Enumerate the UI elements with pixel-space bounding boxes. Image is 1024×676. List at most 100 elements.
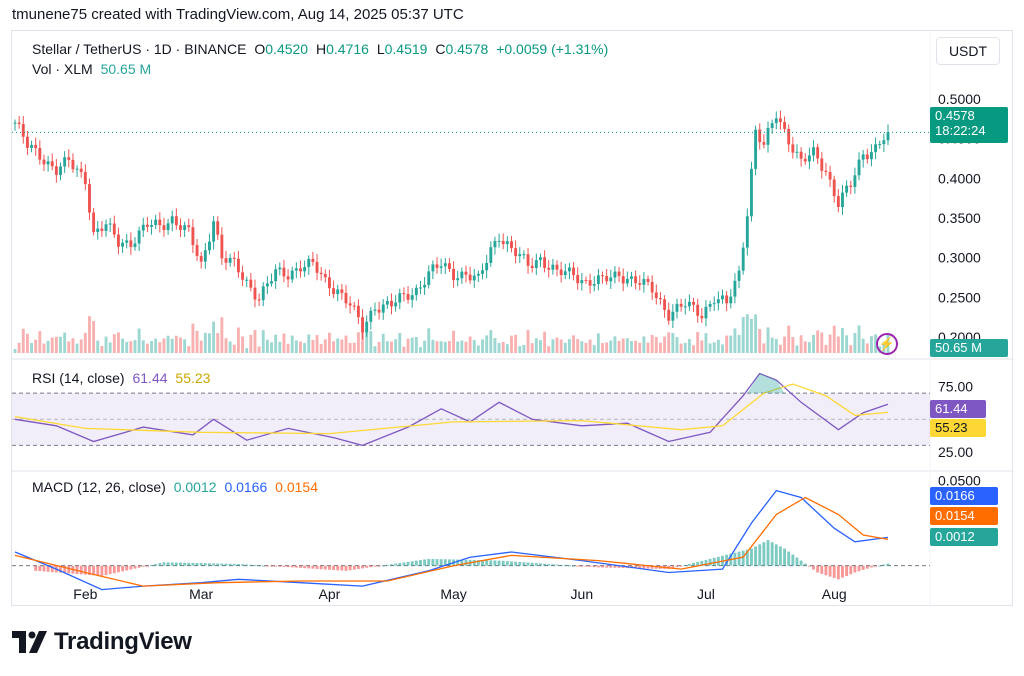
macd-line-value: 0.0166 xyxy=(224,479,268,495)
volume-bar xyxy=(518,345,522,353)
macd-histogram-bar xyxy=(443,559,447,566)
candle-body xyxy=(675,303,679,312)
candle-body xyxy=(427,271,431,285)
macd-histogram-bar xyxy=(526,562,530,566)
volume-bar xyxy=(344,335,348,353)
macd-histogram-bar xyxy=(67,565,71,574)
volume-bar xyxy=(340,339,344,353)
rsi-ma-value: 55.23 xyxy=(175,370,211,386)
macd-histogram-bar xyxy=(311,565,315,569)
volume-bar xyxy=(447,341,451,353)
macd-histogram-bar xyxy=(154,564,158,566)
volume-bar xyxy=(584,342,588,353)
macd-histogram-bar xyxy=(841,565,844,578)
candle-body xyxy=(489,247,493,263)
volume-bar xyxy=(261,330,265,353)
volume-bar xyxy=(489,330,493,353)
macd-histogram-bar xyxy=(679,565,683,567)
volume-bar xyxy=(241,336,245,353)
candle-body xyxy=(208,241,211,251)
macd-histogram-bar xyxy=(803,563,807,566)
volume-bar xyxy=(108,342,112,353)
rsi-label: RSI (14, close) xyxy=(32,370,125,386)
low-label: L xyxy=(376,41,385,57)
volume-bar xyxy=(390,341,393,353)
candle-body xyxy=(580,280,584,284)
candle-body xyxy=(783,122,787,129)
candle-body xyxy=(270,281,273,284)
candle-body xyxy=(100,228,104,231)
chart-caption: tmunene75 created with TradingView.com, … xyxy=(12,6,464,23)
volume-bar xyxy=(485,335,489,353)
candle-body xyxy=(361,317,364,333)
candle-body xyxy=(845,185,849,193)
candle-body xyxy=(340,289,344,293)
macd-histogram-bar xyxy=(352,565,356,570)
volume-bar xyxy=(236,327,240,353)
high-label: H xyxy=(315,41,327,57)
candle-body xyxy=(762,142,766,145)
macd-histogram-bar xyxy=(481,560,484,566)
macd-histogram-bar xyxy=(46,565,50,572)
volume-bar xyxy=(133,340,137,353)
macd-tick-label: 0.0500 xyxy=(938,472,981,488)
candle-body xyxy=(766,127,770,145)
volume-bar xyxy=(377,341,381,353)
candle-body xyxy=(708,303,712,307)
currency-button[interactable]: USDT xyxy=(936,37,1000,65)
macd-histogram-bar xyxy=(576,565,580,567)
macd-histogram-bar xyxy=(865,565,869,569)
macd-histogram-bar xyxy=(799,560,803,566)
candle-body xyxy=(431,264,435,272)
candle-body xyxy=(679,303,683,307)
macd-histogram-bar xyxy=(356,565,360,570)
candle-body xyxy=(547,267,551,270)
macd-histogram-bar xyxy=(588,565,592,567)
lightning-icon[interactable]: ⚡ xyxy=(876,333,898,355)
volume-bar xyxy=(832,325,836,353)
macd-histogram-bar xyxy=(410,561,414,566)
macd-histogram-bar xyxy=(104,565,108,576)
volume-bar xyxy=(534,338,538,353)
candle-body xyxy=(344,292,348,304)
chart-canvas[interactable]: 0.50000.45000.40000.35000.30000.25000.20… xyxy=(12,31,1014,607)
volume-bar xyxy=(766,327,770,353)
open-label: O xyxy=(254,41,266,57)
macd-histogram-bar xyxy=(522,562,526,566)
volume-bar xyxy=(539,340,542,353)
candle-body xyxy=(59,166,62,175)
macd-histogram-bar xyxy=(547,563,551,566)
tradingview-logo[interactable]: TradingView xyxy=(12,628,192,656)
time-tick-label: May xyxy=(440,586,466,602)
candle-body xyxy=(460,271,464,279)
volume-bar xyxy=(526,329,530,353)
volume-bar xyxy=(158,342,162,353)
volume-bar xyxy=(150,341,153,353)
volume-tag: 50.65 M xyxy=(930,339,1008,357)
macd-histogram-bar xyxy=(220,563,224,566)
volume-bar xyxy=(220,317,224,353)
volume-bar xyxy=(514,334,518,353)
macd-histogram-bar xyxy=(315,565,319,569)
macd-histogram-bar xyxy=(187,562,191,566)
candle-body xyxy=(886,132,890,141)
high-value: 0.4716 xyxy=(326,41,369,57)
candle-body xyxy=(737,270,741,281)
macd-histogram-bar xyxy=(232,563,236,566)
candle-body xyxy=(493,240,497,248)
macd-histogram-bar xyxy=(882,564,886,566)
candle-body xyxy=(365,321,369,333)
volume-bar xyxy=(216,333,220,353)
macd-histogram-bar xyxy=(596,565,600,568)
candle-body xyxy=(683,306,687,308)
volume-bar xyxy=(30,342,33,353)
volume-bar xyxy=(170,338,174,353)
volume-bar xyxy=(460,340,464,353)
volume-bar xyxy=(870,336,873,353)
candle-body xyxy=(83,172,87,185)
candle-body xyxy=(456,278,460,281)
chart-frame[interactable]: 0.50000.45000.40000.35000.30000.25000.20… xyxy=(11,30,1014,607)
volume-bar xyxy=(290,335,294,353)
candle-body xyxy=(323,274,327,278)
macd-histogram-bar xyxy=(845,565,849,576)
